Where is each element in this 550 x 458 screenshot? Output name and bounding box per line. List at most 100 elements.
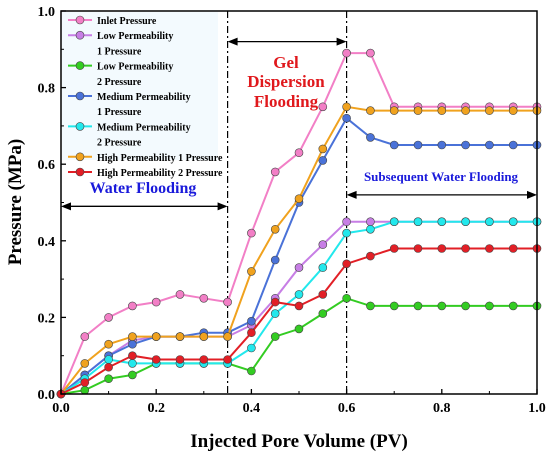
data-point	[247, 228, 256, 238]
x-tick-label: 1.0	[528, 401, 546, 416]
data-point	[270, 255, 280, 265]
data-point	[389, 301, 399, 311]
y-tick-label: 0.4	[38, 235, 56, 250]
data-point	[199, 293, 209, 303]
data-point	[80, 378, 90, 387]
legend-swatch-marker	[75, 167, 85, 177]
data-point	[342, 228, 351, 238]
subsequent-flooding-arrow	[346, 190, 537, 199]
x-axis-label: Injected Pore Volume (PV)	[190, 431, 408, 452]
data-point	[128, 351, 137, 361]
data-point	[104, 355, 113, 364]
y-tick-label: 0.2	[38, 311, 56, 326]
data-point	[437, 301, 447, 311]
data-point	[128, 301, 137, 311]
data-point	[318, 240, 328, 249]
data-point	[223, 332, 232, 341]
data-point	[413, 140, 423, 150]
data-point	[294, 301, 304, 311]
data-point	[294, 324, 304, 334]
data-point	[508, 301, 518, 311]
legend-entry-3: Medium Permeability 1 Pressure	[68, 91, 191, 118]
data-point	[175, 332, 185, 341]
data-point	[270, 332, 280, 341]
data-point	[270, 297, 280, 307]
data-point	[247, 343, 256, 353]
legend-swatch-marker	[75, 61, 85, 70]
data-point	[294, 194, 304, 203]
data-point	[461, 217, 470, 226]
data-point	[485, 140, 494, 150]
annotation-gel-line1: Gel	[273, 53, 299, 72]
data-point	[270, 167, 280, 177]
data-point	[508, 106, 518, 115]
legend-entry-6: High Permeability 2 Pressure	[68, 167, 223, 179]
data-point	[413, 106, 423, 115]
data-point	[294, 290, 304, 299]
data-point	[270, 225, 280, 234]
data-point	[175, 290, 185, 299]
data-point	[389, 217, 399, 226]
y-tick-label: 1.0	[38, 5, 56, 20]
data-point	[485, 217, 494, 226]
data-point	[437, 217, 447, 226]
legend-label: 1 Pressure	[97, 46, 142, 57]
data-point	[508, 140, 518, 150]
data-point	[128, 339, 137, 349]
data-point	[294, 148, 304, 157]
data-point	[80, 385, 90, 395]
data-point	[104, 374, 113, 384]
x-tick-label: 0.4	[243, 401, 261, 416]
data-point	[294, 263, 304, 272]
arrow-head-right	[217, 202, 228, 211]
data-point	[175, 355, 185, 364]
legend-label: Low Permeability	[97, 62, 173, 73]
data-point	[366, 225, 375, 234]
legend-swatch-marker	[75, 122, 85, 131]
data-point	[318, 102, 328, 112]
series-6	[56, 244, 542, 399]
data-point	[318, 156, 328, 165]
annotation-gel-line2: Dispersion	[247, 72, 325, 91]
water-flooding-arrow	[61, 202, 228, 211]
data-point	[389, 244, 399, 253]
phase-boundaries	[61, 11, 537, 394]
x-tick-label: 0.0	[52, 401, 70, 416]
y-axis-label: Pressure (MPa)	[5, 139, 26, 265]
legend-label: Medium Permeability	[97, 122, 191, 133]
arrow-head-right	[527, 190, 537, 199]
y-tick-label: 0.6	[38, 158, 56, 173]
data-point	[318, 290, 328, 299]
data-point	[461, 301, 470, 311]
arrow-head-left	[61, 202, 71, 211]
legend-entry-2: Low Permeability 2 Pressure	[68, 61, 173, 88]
data-point	[128, 332, 137, 341]
data-point	[342, 113, 351, 123]
data-point	[128, 359, 137, 368]
data-point	[485, 244, 494, 253]
data-point	[461, 244, 470, 253]
data-point	[508, 244, 518, 253]
data-point	[342, 48, 351, 58]
annotation-gel-line3: Flooding	[254, 92, 319, 111]
legend-label: High Permeability 2 Pressure	[97, 168, 223, 179]
data-point	[413, 301, 423, 311]
data-point	[389, 140, 399, 150]
legend-background-layer	[62, 12, 218, 160]
x-tick-label: 0.2	[147, 401, 165, 416]
data-point	[80, 332, 90, 341]
legend-swatch-marker	[75, 91, 85, 101]
data-point	[247, 328, 256, 338]
annotation-subsequent-water-flooding: Subsequent Water Flooding	[364, 169, 519, 184]
data-point	[104, 339, 113, 349]
data-point	[461, 106, 470, 115]
data-point	[413, 217, 423, 226]
data-point	[437, 140, 447, 150]
legend-label: Medium Permeability	[97, 92, 191, 103]
y-tick-label: 0.8	[38, 82, 56, 97]
legend-label: 1 Pressure	[97, 107, 142, 118]
legend-swatch-marker	[75, 15, 85, 25]
data-point	[80, 359, 90, 368]
legend: Inlet Pressure Low Permeability 1 Pressure…	[68, 15, 223, 179]
